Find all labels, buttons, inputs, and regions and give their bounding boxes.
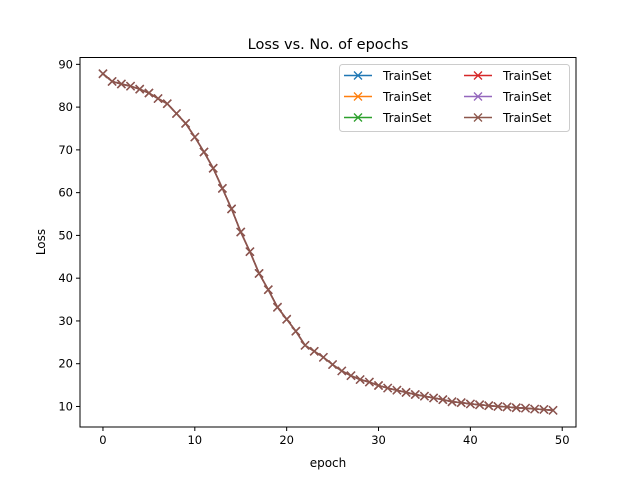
data-point: [419, 391, 429, 401]
x-tick-label: 40: [463, 433, 478, 447]
data-point: [447, 397, 457, 407]
data-point: [475, 400, 485, 410]
y-tick-label: 20: [58, 357, 73, 371]
data-point: [135, 84, 145, 94]
data-point: [392, 385, 402, 395]
data-point: [484, 401, 494, 411]
data-point: [364, 377, 374, 387]
data-point: [401, 387, 411, 397]
legend-marker: [473, 92, 483, 101]
legend: TrainSet TrainSet TrainSet TrainSet TrainSet…: [339, 64, 570, 132]
y-tick-label: 60: [58, 186, 73, 200]
data-point: [107, 76, 117, 86]
series-6: [98, 69, 558, 415]
data-point: [521, 403, 530, 413]
y-tick-label: 30: [58, 314, 73, 328]
legend-marker: [473, 71, 483, 80]
data-point: [438, 395, 448, 405]
legend-entry: TrainSet: [344, 69, 432, 83]
data-point: [328, 360, 338, 370]
legend-entry: TrainSet: [464, 111, 552, 125]
legend-label: TrainSet: [382, 90, 432, 104]
data-point: [263, 285, 273, 295]
y-tick-label: 50: [58, 228, 73, 242]
data-point: [346, 371, 356, 381]
axes-frame: [79, 57, 577, 428]
legend-marker: [353, 113, 363, 122]
x-tick-label: 10: [187, 433, 202, 447]
data-point: [98, 69, 108, 79]
data-point: [465, 399, 475, 409]
legend-entry: TrainSet: [344, 90, 432, 104]
legend-label: TrainSet: [382, 111, 432, 125]
data-point: [383, 383, 393, 393]
data-point: [548, 405, 558, 415]
data-point: [153, 94, 163, 104]
data-point: [309, 346, 319, 356]
data-point: [318, 352, 328, 362]
x-tick-label: 20: [279, 433, 294, 447]
data-point: [337, 366, 347, 376]
data-point: [291, 326, 301, 336]
y-axis: 10 20 30 40 50 60 70 80 90: [58, 57, 80, 413]
data-point: [181, 118, 191, 128]
legend-label: TrainSet: [502, 90, 552, 104]
legend-box: [339, 64, 570, 132]
legend-entry: TrainSet: [344, 111, 432, 125]
data-point: [245, 247, 255, 257]
data-point: [227, 204, 237, 214]
data-point: [374, 381, 383, 390]
series-layer: [98, 69, 558, 415]
y-tick-label: 70: [58, 143, 73, 157]
legend-entry: TrainSet: [464, 69, 552, 83]
data-point: [190, 132, 200, 142]
data-point: [530, 404, 540, 414]
chart-title: Loss vs. No. of epochs: [248, 37, 409, 53]
data-point: [171, 109, 181, 118]
y-tick-label: 40: [58, 271, 73, 285]
legend-marker: [353, 92, 363, 101]
legend-marker: [473, 113, 483, 122]
x-tick-label: 50: [555, 433, 570, 447]
y-tick-label: 90: [58, 57, 73, 71]
x-axis-label: epoch: [310, 456, 347, 470]
data-point: [273, 302, 282, 312]
legend-label: TrainSet: [502, 111, 552, 125]
data-point: [199, 147, 209, 157]
data-point: [511, 403, 521, 413]
data-point: [217, 183, 227, 193]
data-point: [208, 163, 218, 173]
data-point: [144, 88, 154, 98]
data-point: [162, 99, 172, 109]
x-axis: 0 10 20 30 40 50: [99, 427, 570, 447]
data-point: [355, 375, 365, 384]
y-tick-label: 80: [58, 100, 73, 114]
data-point: [300, 340, 310, 350]
data-point: [493, 402, 503, 411]
data-point: [410, 390, 420, 399]
data-point: [116, 79, 126, 89]
x-tick-label: 0: [99, 433, 106, 447]
x-tick-label: 30: [371, 433, 386, 447]
legend-label: TrainSet: [382, 69, 432, 83]
y-tick-label: 10: [58, 399, 73, 413]
legend-marker: [353, 71, 363, 80]
data-point: [429, 393, 439, 403]
legend-label: TrainSet: [502, 69, 552, 83]
legend-entry: TrainSet: [464, 90, 552, 104]
data-point: [539, 405, 549, 414]
data-point: [456, 398, 466, 408]
data-point: [254, 269, 264, 278]
data-point: [282, 314, 292, 324]
y-axis-label: Loss: [34, 229, 48, 255]
data-point: [126, 81, 135, 91]
data-point: [236, 227, 246, 237]
data-point: [502, 402, 512, 412]
